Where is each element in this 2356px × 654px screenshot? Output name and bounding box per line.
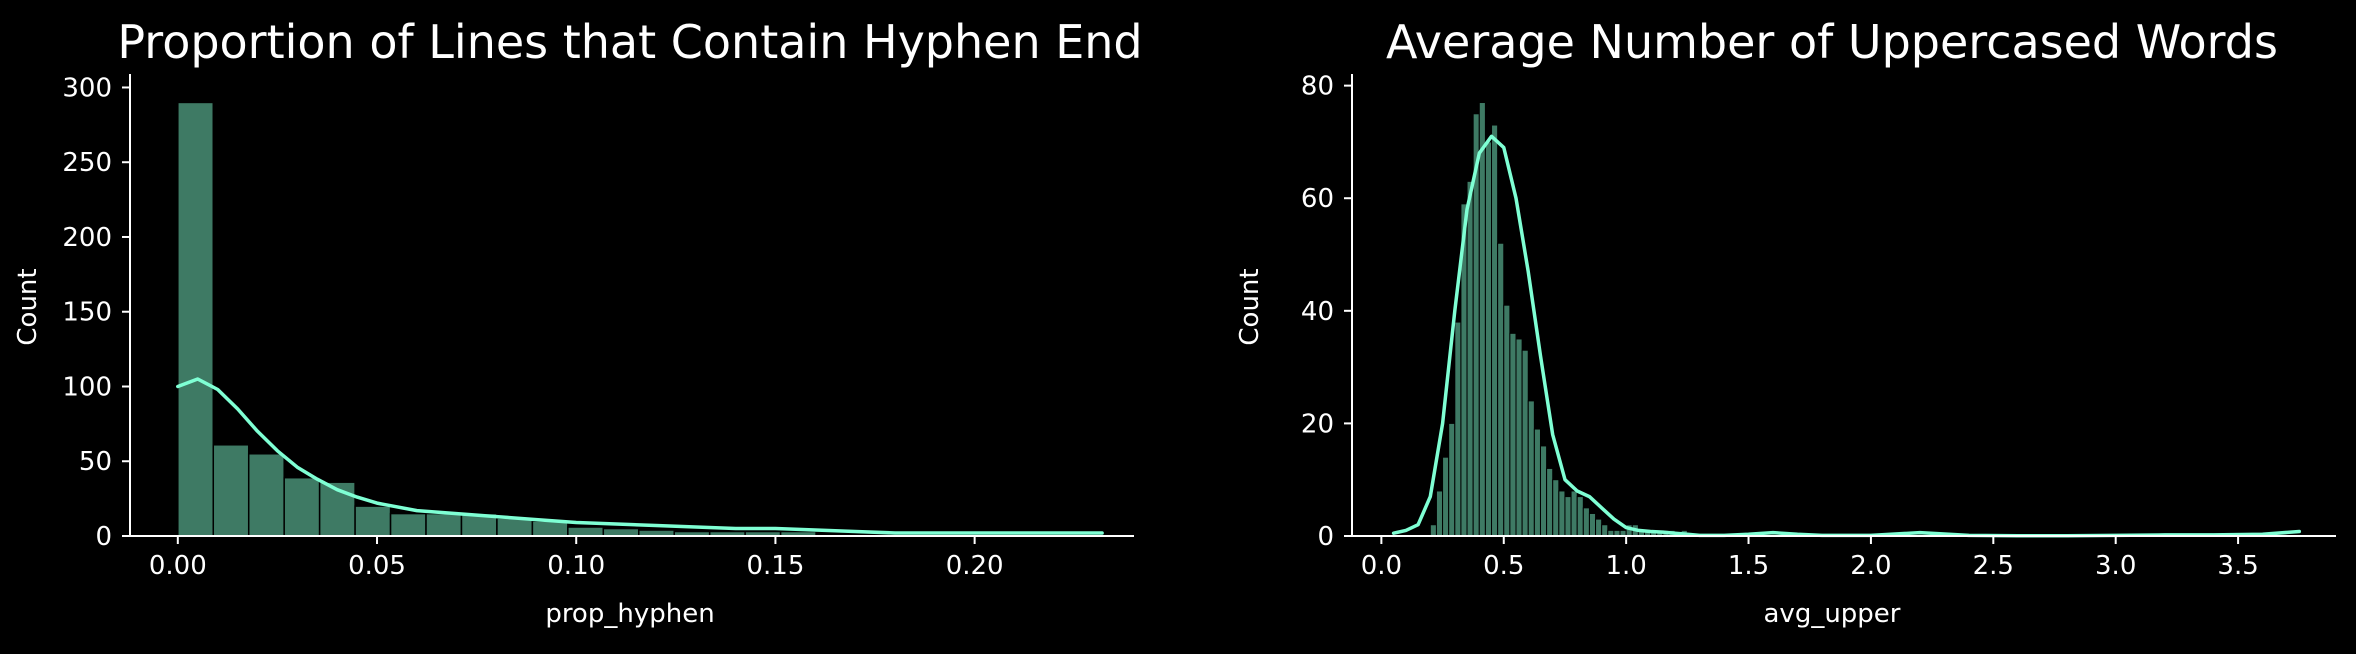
- y-axis-label: Count: [13, 268, 43, 345]
- histogram-bar: [247, 453, 285, 537]
- histogram-bar: [177, 101, 215, 537]
- x-tick-label: 1.5: [1728, 551, 1769, 581]
- x-axis-label: avg_upper: [1764, 599, 1901, 629]
- histogram-bar: [1491, 124, 1499, 537]
- y-tick-label: 40: [1301, 297, 1334, 327]
- histogram-bar: [1527, 400, 1535, 537]
- histogram-bar: [1582, 507, 1590, 537]
- x-tick-label: 0.0: [1361, 551, 1402, 581]
- histogram-bar: [567, 526, 605, 537]
- uppercase-histogram-chart: Average Number of Uppercased Words avg_u…: [1235, 15, 2336, 629]
- histogram-bar: [1564, 496, 1572, 537]
- x-tick-label: 0.15: [746, 551, 804, 581]
- x-axis-label: prop_hyphen: [545, 599, 714, 629]
- histogram-bar: [1552, 479, 1560, 537]
- histogram-bar: [1539, 445, 1548, 537]
- histogram-bar: [212, 444, 250, 537]
- histogram-bar: [1466, 180, 1474, 537]
- x-ticks-group: 0.0 0.5 1.0 1.5 2.0 2.5 3.0 3.5: [1361, 536, 2259, 581]
- histogram-bar: [1497, 242, 1505, 537]
- histogram-bar: [1521, 349, 1529, 537]
- y-tick-label: 80: [1301, 72, 1334, 102]
- x-ticks-group: 0.00 0.05 0.10 0.15 0.20: [149, 536, 1004, 581]
- x-tick-label: 2.5: [1973, 551, 2014, 581]
- histogram-bar: [1448, 422, 1456, 537]
- y-ticks-group: 0 50 100 150 200 250 300: [62, 73, 130, 552]
- histogram-bar: [425, 512, 463, 537]
- x-tick-label: 0.00: [149, 551, 207, 581]
- y-tick-label: 20: [1301, 409, 1334, 439]
- y-tick-label: 0: [95, 522, 112, 552]
- kde-line: [176, 377, 1104, 535]
- y-ticks-group: 0 20 40 60 80: [1301, 72, 1352, 552]
- chart-title: Proportion of Lines that Contain Hyphen …: [117, 15, 1142, 69]
- bars-group: [177, 101, 817, 537]
- histogram-bar: [1503, 304, 1511, 537]
- histogram-bar: [1576, 496, 1584, 537]
- histogram-bar: [1442, 456, 1450, 537]
- bars-group: [1429, 102, 1688, 537]
- histogram-bar: [1546, 467, 1554, 537]
- x-tick-label: 2.0: [1850, 551, 1891, 581]
- y-tick-label: 200: [62, 223, 112, 253]
- histogram-bar: [354, 505, 392, 537]
- histogram-bar: [1533, 428, 1541, 537]
- y-tick-label: 150: [62, 298, 112, 328]
- histogram-bar: [1601, 524, 1609, 537]
- hyphen-histogram-chart: Proportion of Lines that Contain Hyphen …: [13, 15, 1143, 629]
- histogram-bar: [602, 527, 640, 537]
- histogram-bar: [1595, 518, 1603, 537]
- histogram-bar: [531, 520, 569, 537]
- histogram-bar: [283, 476, 321, 537]
- histogram-bar: [1478, 102, 1486, 537]
- y-tick-label: 0: [1317, 522, 1334, 552]
- kde-group: [176, 377, 1104, 535]
- histogram-bar: [1454, 321, 1462, 537]
- histogram-bar: [389, 512, 427, 537]
- histogram-bar: [1570, 490, 1578, 537]
- histogram-bar: [1588, 512, 1597, 537]
- y-tick-label: 100: [62, 372, 112, 402]
- histogram-bar: [496, 517, 534, 537]
- y-axis-label: Count: [1235, 268, 1265, 345]
- histogram-bar: [1435, 490, 1444, 537]
- histogram-bar: [1429, 524, 1437, 537]
- axes-group: [1351, 74, 2336, 537]
- histogram-bar: [1509, 332, 1517, 537]
- x-tick-label: 1.0: [1605, 551, 1646, 581]
- y-tick-label: 300: [62, 73, 112, 103]
- y-tick-label: 50: [79, 447, 112, 477]
- x-tick-label: 0.20: [946, 551, 1004, 581]
- x-tick-label: 3.5: [2217, 551, 2258, 581]
- histogram-bar: [1515, 338, 1523, 537]
- chart-title: Average Number of Uppercased Words: [1386, 15, 2278, 69]
- y-tick-label: 250: [62, 148, 112, 178]
- x-tick-label: 0.5: [1483, 551, 1524, 581]
- histogram-bar: [1484, 141, 1493, 537]
- x-tick-label: 3.0: [2095, 551, 2136, 581]
- y-tick-label: 60: [1301, 184, 1334, 214]
- x-tick-label: 0.05: [348, 551, 406, 581]
- x-tick-label: 0.10: [547, 551, 605, 581]
- histogram-bar: [1558, 490, 1566, 537]
- axes-group: [129, 74, 1134, 537]
